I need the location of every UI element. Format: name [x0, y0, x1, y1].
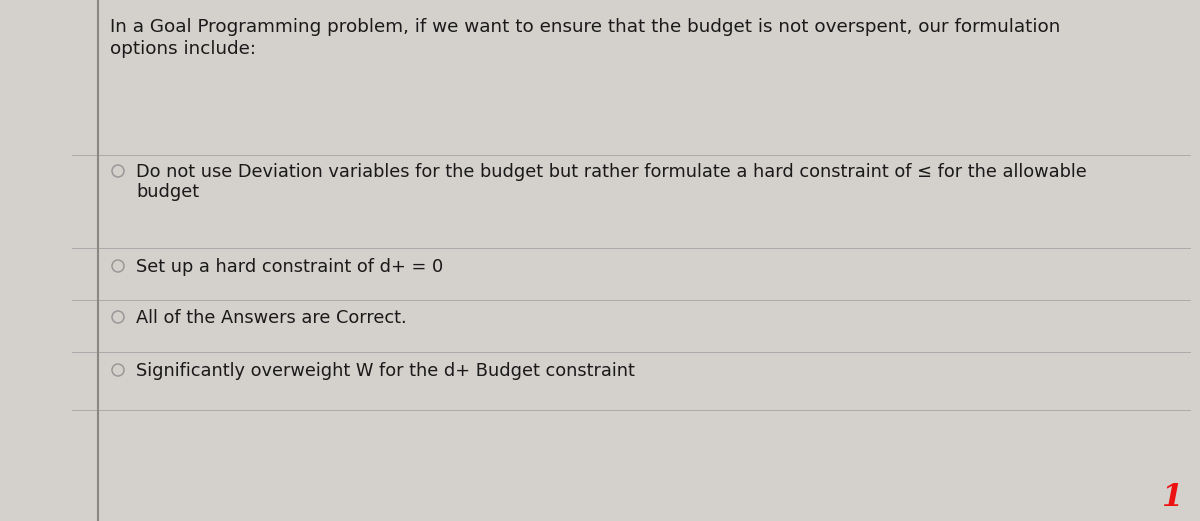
- Text: options include:: options include:: [110, 40, 256, 58]
- Text: budget: budget: [136, 183, 199, 201]
- Text: All of the Answers are Correct.: All of the Answers are Correct.: [136, 309, 407, 327]
- Text: Significantly overweight W for the d+ Budget constraint: Significantly overweight W for the d+ Bu…: [136, 362, 635, 380]
- Text: Do not use Deviation variables for the budget but rather formulate a hard constr: Do not use Deviation variables for the b…: [136, 163, 1087, 181]
- Text: In a Goal Programming problem, if we want to ensure that the budget is not overs: In a Goal Programming problem, if we wan…: [110, 18, 1061, 36]
- Text: 1: 1: [1160, 482, 1182, 513]
- Text: Set up a hard constraint of d+ = 0: Set up a hard constraint of d+ = 0: [136, 258, 443, 276]
